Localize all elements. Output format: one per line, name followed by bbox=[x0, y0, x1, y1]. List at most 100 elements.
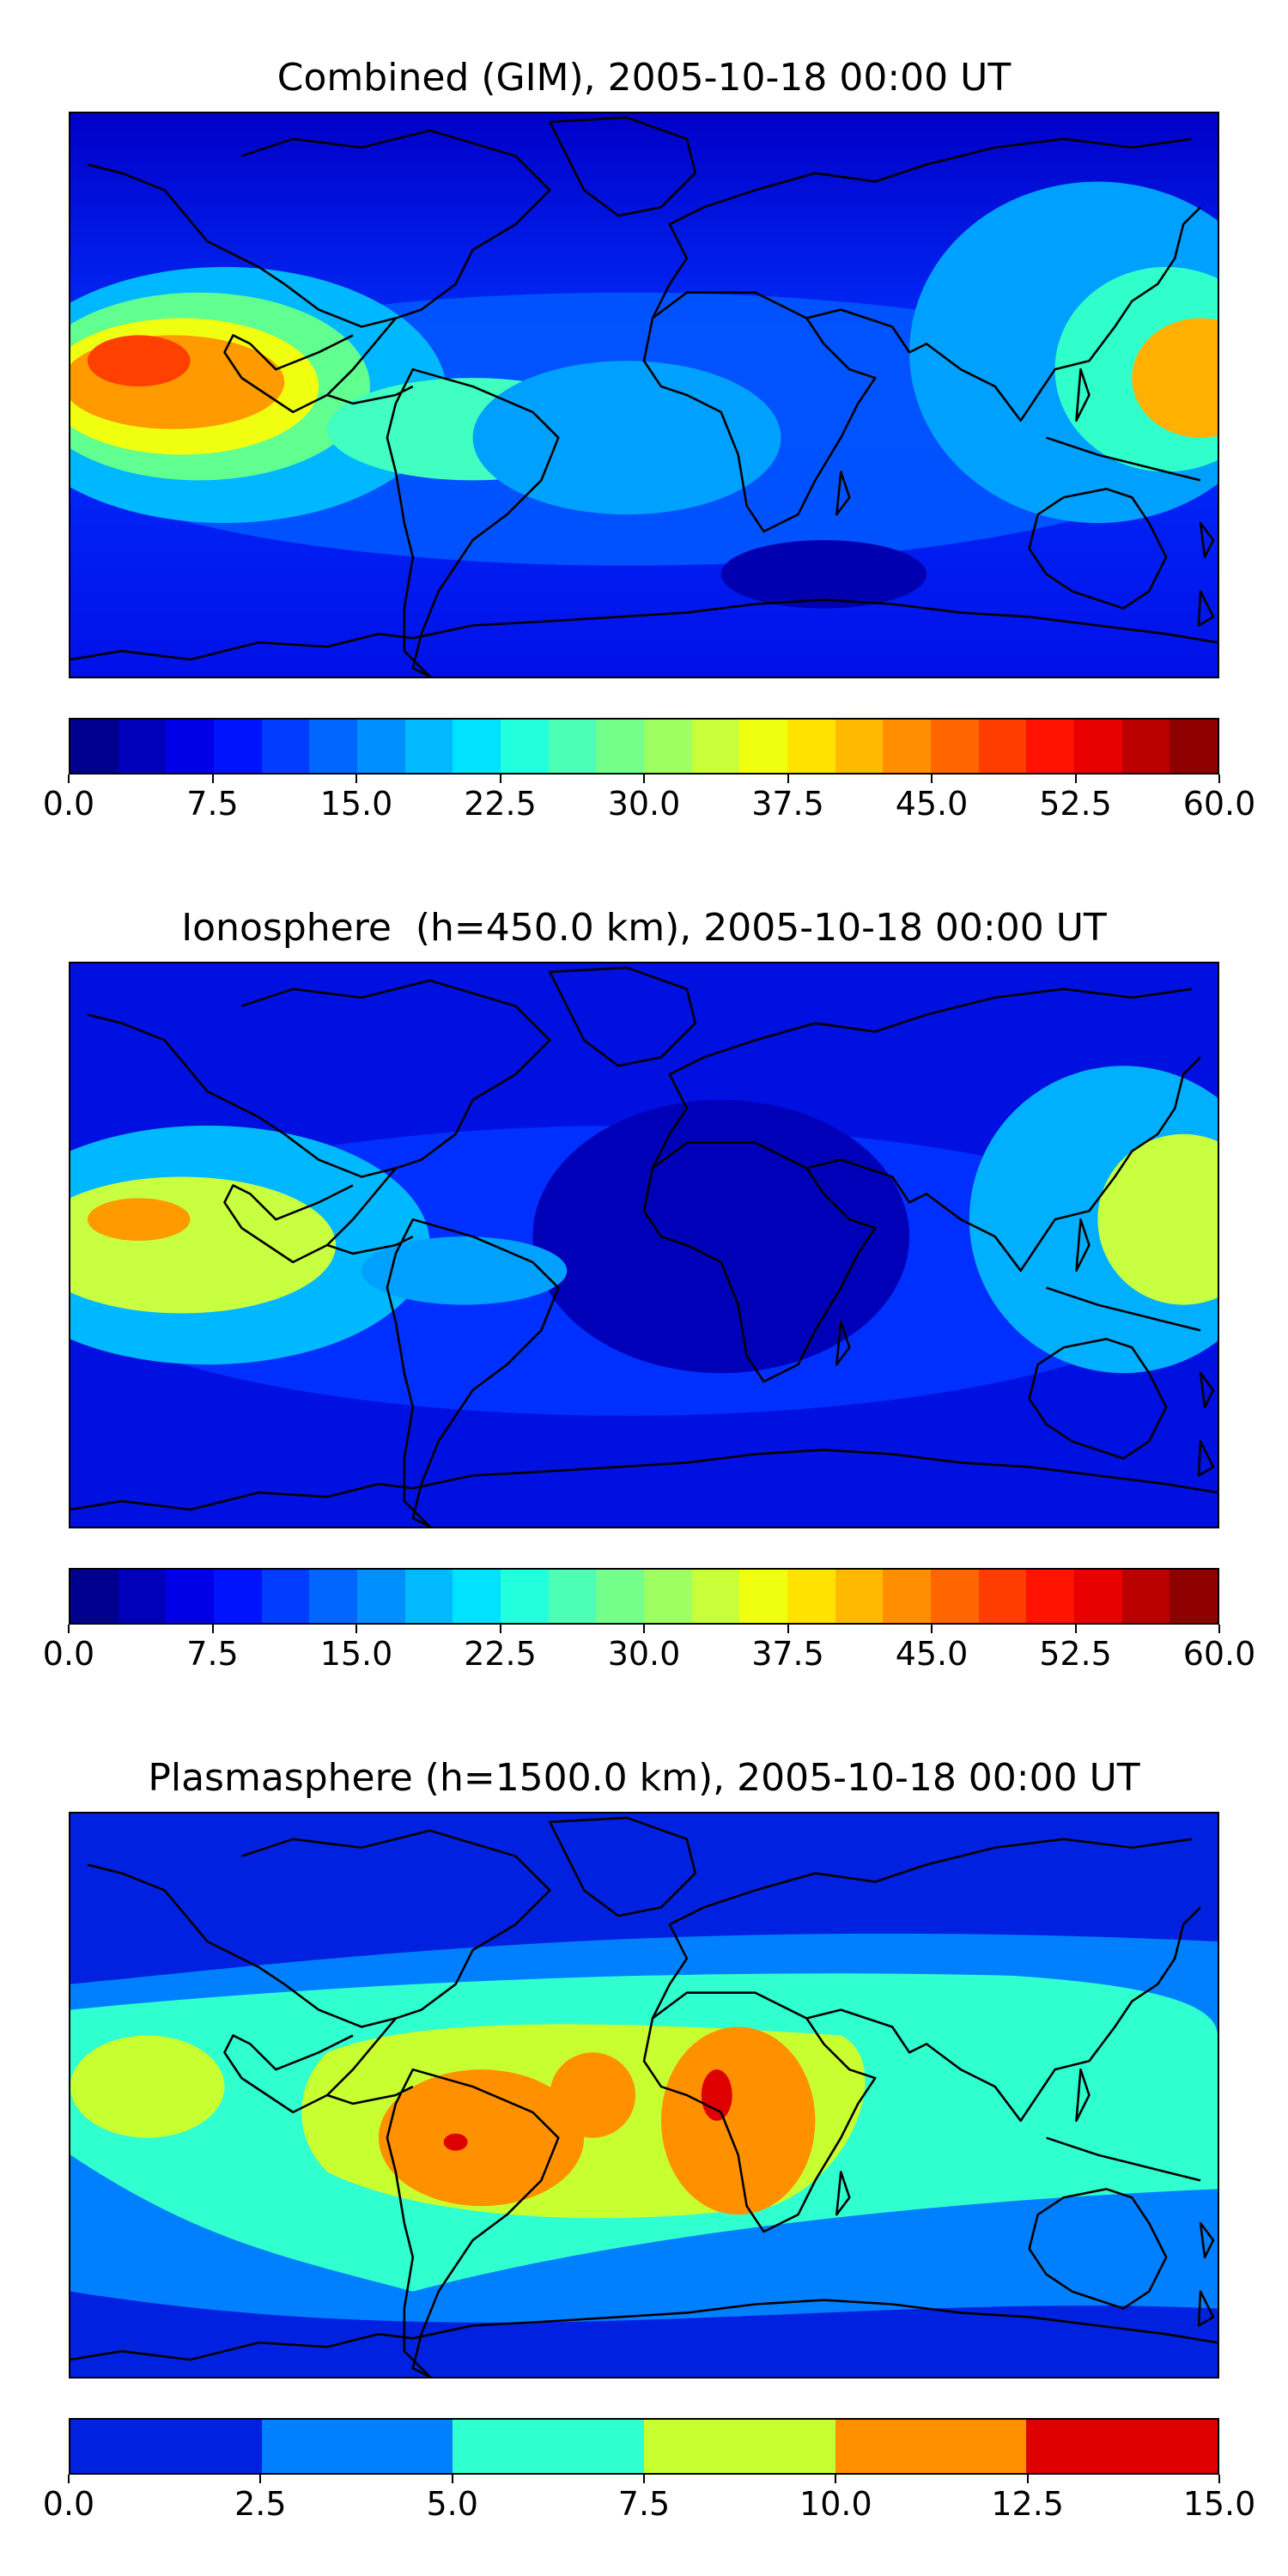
colorbar-tick-mark bbox=[643, 775, 645, 783]
colorbar-segment bbox=[691, 1570, 740, 1623]
colorbar-tick-label: 0.0 bbox=[42, 2485, 95, 2523]
colorbar-segment bbox=[1170, 1570, 1218, 1623]
colorbar-segment bbox=[931, 1570, 979, 1623]
colorbar-tick-label: 10.0 bbox=[799, 2485, 872, 2523]
colorbar-segment bbox=[70, 2420, 262, 2473]
colorbar-segment bbox=[166, 1570, 215, 1623]
colorbar-tick-label: 7.5 bbox=[186, 1635, 239, 1673]
colorbar-tick-label: 22.5 bbox=[464, 1635, 537, 1673]
colorbar-segment bbox=[501, 720, 549, 773]
colorbar-tick-mark bbox=[931, 1625, 933, 1633]
panel-title-ionosphere: Ionosphere (h=450.0 km), 2005-10-18 00:0… bbox=[181, 906, 1107, 950]
colorbar-segment bbox=[883, 1570, 932, 1623]
colorbar-tick-label: 12.5 bbox=[991, 2485, 1064, 2523]
colorbar-segment bbox=[357, 720, 405, 773]
colorbar-tick-label: 15.0 bbox=[1182, 2485, 1256, 2523]
colorbar-tick-label: 15.0 bbox=[319, 1635, 393, 1673]
colorbar-segment bbox=[70, 1570, 118, 1623]
colorbar-tick-mark bbox=[1074, 1625, 1077, 1633]
colorbar-tick-mark bbox=[1218, 775, 1220, 783]
colorbar-segment bbox=[501, 1570, 549, 1623]
colorbar-segment bbox=[691, 720, 740, 773]
colorbar-segment bbox=[931, 720, 979, 773]
colorbar-tick-label: 15.0 bbox=[319, 785, 393, 823]
colorbar-tick-label: 22.5 bbox=[464, 785, 537, 823]
colorbar-tick-mark bbox=[259, 2475, 262, 2483]
colorbar-combined bbox=[69, 718, 1219, 775]
colorbar-segment bbox=[453, 1570, 501, 1623]
colorbar-tick-mark bbox=[68, 775, 70, 783]
colorbar-segment bbox=[404, 1570, 453, 1623]
panel-title-plasmasphere: Plasmasphere (h=1500.0 km), 2005-10-18 0… bbox=[148, 1756, 1140, 1800]
colorbar-tick-label: 60.0 bbox=[1182, 785, 1256, 823]
colorbar-segment bbox=[883, 720, 932, 773]
colorbar-tick-label: 60.0 bbox=[1182, 1635, 1256, 1673]
colorbar-ticks-plasmasphere: 0.0 2.5 5.0 7.5 10.0 12.5 15.0 bbox=[43, 2475, 1255, 2523]
colorbar-tick-label: 0.0 bbox=[42, 1635, 95, 1673]
colorbar-tick-mark bbox=[643, 1625, 645, 1633]
colorbar-segment bbox=[70, 720, 118, 773]
colorbar-tick-mark bbox=[931, 775, 933, 783]
colorbar-segment bbox=[1026, 1570, 1075, 1623]
colorbar-tick-mark bbox=[1218, 2475, 1220, 2483]
colorbar-segment bbox=[835, 2420, 1027, 2473]
colorbar-tick-label: 30.0 bbox=[607, 785, 681, 823]
colorbar-ticks-ionosphere: 0.0 7.5 15.0 22.5 30.0 37.5 45.0 52.5 60.0 bbox=[43, 1625, 1255, 1673]
colorbar-segment bbox=[1074, 720, 1122, 773]
colorbar-segment bbox=[453, 2420, 645, 2473]
colorbar-segment bbox=[1170, 720, 1218, 773]
colorbar-segment bbox=[644, 2420, 835, 2473]
colorbar-segment bbox=[357, 1570, 405, 1623]
colorbar-tick-mark bbox=[787, 775, 789, 783]
colorbar-tick-mark bbox=[1218, 1625, 1220, 1633]
colorbar-segment bbox=[214, 720, 262, 773]
colorbar-segment bbox=[739, 1570, 788, 1623]
colorbar-tick-mark bbox=[68, 2475, 70, 2483]
colorbar-tick-label: 52.5 bbox=[1039, 785, 1112, 823]
colorbar-segment bbox=[261, 720, 310, 773]
colorbar-tick-mark bbox=[787, 1625, 789, 1633]
colorbar-segment bbox=[978, 1570, 1027, 1623]
colorbar-tick-mark bbox=[835, 2475, 837, 2483]
colorbar-ionosphere bbox=[69, 1568, 1219, 1625]
colorbar-segment bbox=[596, 720, 645, 773]
colorbar-plasmasphere bbox=[69, 2418, 1219, 2475]
colorbar-segment bbox=[1121, 1570, 1170, 1623]
colorbar-tick-mark bbox=[499, 1625, 501, 1633]
colorbar-segment bbox=[548, 720, 597, 773]
colorbar-segment bbox=[739, 720, 788, 773]
colorbar-segment bbox=[309, 720, 358, 773]
colorbar-segment bbox=[787, 720, 835, 773]
colorbar-segment bbox=[596, 1570, 645, 1623]
colorbar-tick-label: 0.0 bbox=[42, 785, 95, 823]
colorbar-tick-mark bbox=[499, 775, 501, 783]
colorbar-segment bbox=[548, 1570, 597, 1623]
colorbar-segment bbox=[644, 1570, 692, 1623]
colorbar-segment bbox=[835, 1570, 884, 1623]
colorbar-tick-mark bbox=[1026, 2475, 1029, 2483]
colorbar-segment bbox=[453, 720, 501, 773]
colorbar-tick-label: 37.5 bbox=[751, 785, 824, 823]
colorbar-segment bbox=[118, 1570, 167, 1623]
colorbar-segment bbox=[261, 1570, 310, 1623]
colorbar-segment bbox=[644, 720, 692, 773]
colorbar-tick-label: 45.0 bbox=[895, 785, 969, 823]
colorbar-ticks-combined: 0.0 7.5 15.0 22.5 30.0 37.5 45.0 52.5 60.0 bbox=[43, 775, 1255, 823]
colorbar-tick-label: 37.5 bbox=[751, 1635, 824, 1673]
colorbar-tick-mark bbox=[355, 1625, 357, 1633]
panel-title-combined: Combined (GIM), 2005-10-18 00:00 UT bbox=[276, 56, 1012, 100]
colorbar-segment bbox=[404, 720, 453, 773]
colorbar-segment bbox=[1026, 720, 1075, 773]
colorbar-segment bbox=[787, 1570, 835, 1623]
colorbar-tick-label: 7.5 bbox=[617, 2485, 671, 2523]
colorbar-segment bbox=[214, 1570, 262, 1623]
colorbar-segment bbox=[1026, 2420, 1218, 2473]
colorbar-tick-mark bbox=[355, 775, 357, 783]
colorbar-tick-label: 7.5 bbox=[186, 785, 239, 823]
colorbar-tick-mark bbox=[451, 2475, 453, 2483]
colorbar-tick-label: 45.0 bbox=[895, 1635, 969, 1673]
map-combined bbox=[69, 112, 1219, 678]
map-ionosphere bbox=[69, 962, 1219, 1528]
colorbar-tick-mark bbox=[211, 775, 214, 783]
map-plasmasphere bbox=[69, 1812, 1219, 2379]
